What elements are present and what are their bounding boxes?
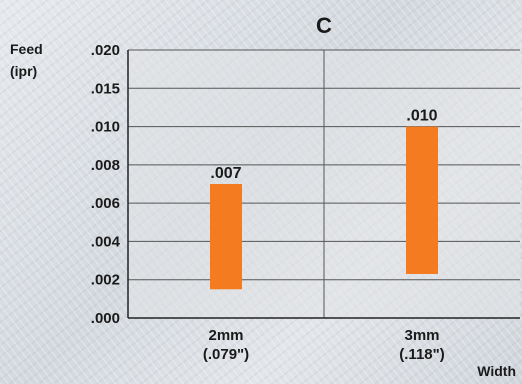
y-tick-label: .000 bbox=[91, 310, 120, 327]
x-category-label: 2mm bbox=[208, 327, 243, 344]
y-tick-label: .020 bbox=[91, 42, 120, 59]
y-tick-label: .008 bbox=[91, 157, 120, 174]
x-category-label: (.079") bbox=[203, 346, 249, 363]
y-tick-label: .010 bbox=[91, 119, 120, 136]
x-category-label: 3mm bbox=[404, 327, 439, 344]
y-tick-label: .015 bbox=[91, 80, 120, 97]
x-category-label: (.118") bbox=[399, 346, 444, 363]
y-axis-label: (ipr) bbox=[10, 63, 37, 79]
data-label: .010 bbox=[406, 108, 437, 125]
chart-title: C bbox=[316, 13, 332, 38]
bar bbox=[406, 126, 438, 274]
y-tick-label: .004 bbox=[91, 233, 121, 250]
data-label: .007 bbox=[210, 165, 241, 182]
y-tick-label: .006 bbox=[91, 195, 120, 212]
bar bbox=[210, 184, 242, 290]
x-axis-label: Width bbox=[477, 363, 516, 379]
y-axis-label: Feed bbox=[10, 41, 43, 57]
y-tick-label: .002 bbox=[91, 272, 120, 289]
